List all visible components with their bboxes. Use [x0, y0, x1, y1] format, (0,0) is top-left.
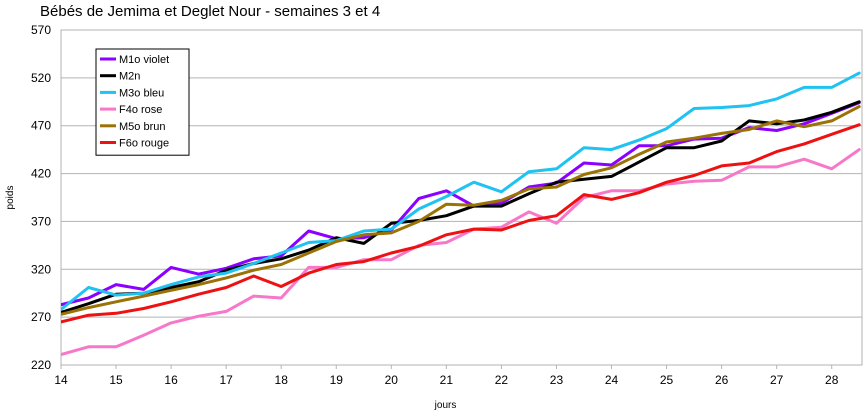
plot-frame [60, 29, 863, 366]
legend-label: M5o brun [119, 121, 165, 133]
x-tick-label: 16 [164, 373, 178, 387]
series-line-m3o-bleu [61, 71, 861, 311]
x-tick-label: 19 [330, 373, 344, 387]
y-tick-label: 220 [31, 358, 51, 372]
legend-label: M1o violet [119, 54, 169, 66]
y-tick-label: 470 [31, 119, 51, 133]
legend-label: F4o rose [119, 104, 162, 116]
y-tick-label: 420 [31, 167, 51, 181]
series-line-f6o-rouge [61, 123, 861, 324]
legend-label: M3o bleu [119, 87, 164, 99]
x-tick-label: 17 [219, 373, 233, 387]
x-tick-label: 26 [715, 373, 729, 387]
y-tick-label: 370 [31, 214, 51, 228]
x-tick-label: 28 [825, 373, 839, 387]
legend-label: F6o rouge [119, 138, 169, 150]
series-line-m5o-brun [61, 105, 861, 316]
x-tick-label: 24 [605, 373, 619, 387]
x-tick-label: 23 [550, 373, 564, 387]
x-axis-title: jours [434, 400, 457, 411]
x-tick-label: 20 [385, 373, 399, 387]
x-tick-label: 27 [770, 373, 784, 387]
legend-label: M2n [119, 71, 140, 83]
series-line-m2n [61, 100, 861, 314]
x-tick-label: 21 [440, 373, 454, 387]
y-tick-label: 320 [31, 262, 51, 276]
chart-title: Bébés de Jemima et Deglet Nour - semaine… [40, 3, 381, 20]
y-tick-label: 520 [31, 71, 51, 85]
y-tick-label: 270 [31, 310, 51, 324]
x-tick-label: 15 [109, 373, 123, 387]
legend-box [95, 48, 190, 156]
x-tick-label: 22 [495, 373, 509, 387]
series-group [61, 71, 861, 356]
x-tick-label: 18 [275, 373, 289, 387]
y-tick-label: 570 [31, 23, 51, 37]
x-tick-label: 14 [54, 373, 68, 387]
series-line-f4o-rose [61, 148, 861, 356]
x-tick-label: 25 [660, 373, 674, 387]
y-axis-title: poids [5, 186, 16, 210]
